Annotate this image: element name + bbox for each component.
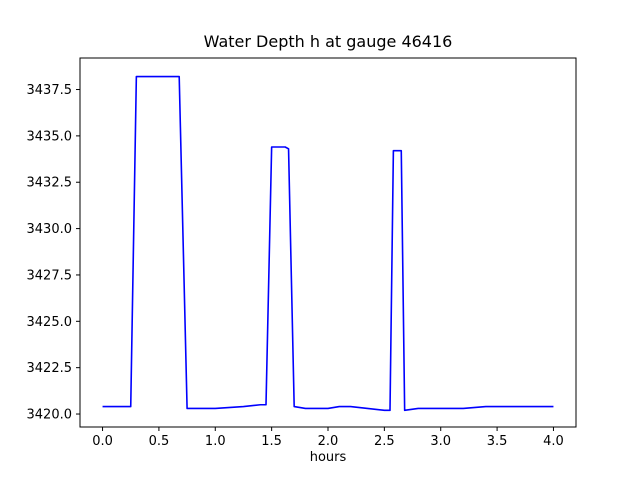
y-tick-label: 3425.0: [27, 315, 73, 330]
plot-line-layer: [102, 75, 554, 412]
x-tick-label: 3.0: [430, 434, 451, 449]
x-tick-label: 2.0: [318, 434, 339, 449]
y-tick-label: 3427.5: [27, 268, 73, 283]
y-tick-label: 3422.5: [27, 361, 73, 376]
x-tick-label: 0.0: [92, 434, 113, 449]
x-tick-label: 1.0: [205, 434, 226, 449]
y-tick-label: 3432.5: [27, 176, 73, 191]
x-tick-label: 1.5: [261, 434, 282, 449]
x-tick-label: 2.5: [374, 434, 395, 449]
y-tick-label: 3430.0: [27, 222, 73, 237]
x-tick-label: 0.5: [149, 434, 170, 449]
x-axis-label: hours: [310, 450, 347, 465]
chart-title: Water Depth h at gauge 46416: [204, 32, 453, 51]
axes: [79, 57, 577, 428]
x-tick-label: 3.5: [487, 434, 508, 449]
x-tick-label: 4.0: [543, 434, 564, 449]
data-line-water-depth: [102, 75, 554, 412]
y-tick-label: 3420.0: [27, 408, 73, 423]
y-tick-label: 3435.0: [27, 129, 73, 144]
y-tick-label: 3437.5: [27, 83, 73, 98]
axes-spines: [79, 57, 577, 428]
tick-marks: 0.0 0.5 1.0 1.5 2.0 2.5 3.0 3.5 4.0 3420.0 3422.5 3…: [27, 83, 564, 449]
